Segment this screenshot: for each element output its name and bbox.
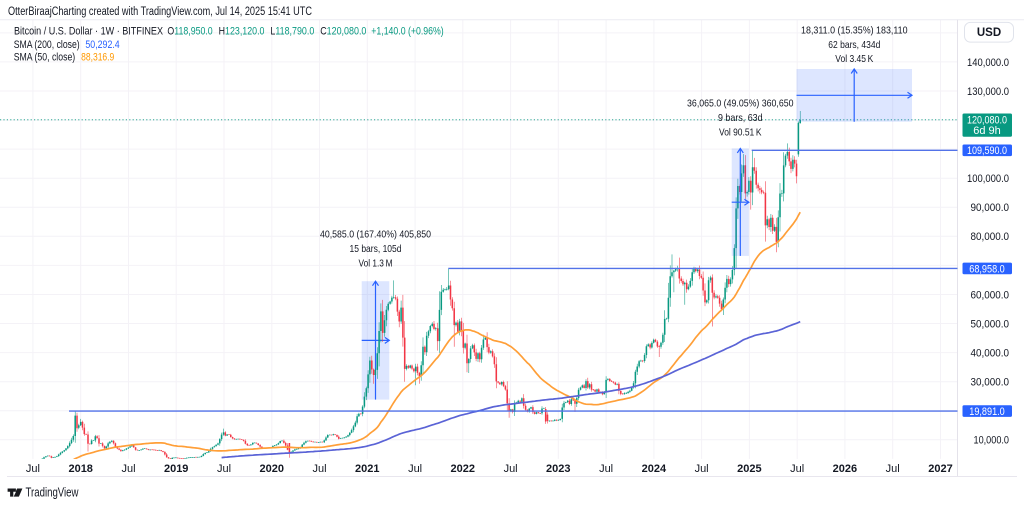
- svg-text:2025: 2025: [737, 463, 761, 475]
- svg-text:SMA (50, close): SMA (50, close): [14, 51, 75, 63]
- svg-text:50,292.4: 50,292.4: [85, 39, 119, 51]
- svg-text:2018: 2018: [68, 463, 92, 475]
- svg-text:10,000.0: 10,000.0: [974, 435, 1010, 447]
- svg-text:15 bars, 105d: 15 bars, 105d: [350, 243, 402, 255]
- svg-text:40,000.0: 40,000.0: [971, 348, 1010, 360]
- svg-text:140,000.0: 140,000.0: [967, 57, 1009, 69]
- svg-text:Jul: Jul: [790, 463, 804, 475]
- svg-text:30,000.0: 30,000.0: [971, 377, 1010, 389]
- svg-text:Vol 90.51 K: Vol 90.51 K: [719, 127, 762, 139]
- svg-text:SMA (200, close): SMA (200, close): [14, 39, 80, 51]
- svg-text:Vol 3.45 K: Vol 3.45 K: [835, 53, 873, 65]
- svg-text:100,000.0: 100,000.0: [967, 173, 1009, 185]
- svg-text:2026: 2026: [833, 463, 857, 475]
- svg-text:2021: 2021: [355, 463, 379, 475]
- svg-text:Jul: Jul: [26, 463, 40, 475]
- svg-text:2020: 2020: [260, 463, 284, 475]
- svg-text:Jul: Jul: [408, 463, 422, 475]
- svg-text:109,590.0: 109,590.0: [967, 145, 1007, 157]
- svg-text:90,000.0: 90,000.0: [971, 202, 1010, 214]
- svg-text:68,958.0: 68,958.0: [969, 263, 1005, 275]
- svg-text:USD: USD: [977, 27, 1001, 39]
- svg-text:62 bars, 434d: 62 bars, 434d: [828, 39, 880, 51]
- svg-text:+1,140.0 (+0.96%): +1,140.0 (+0.96%): [371, 26, 443, 38]
- svg-text:H123,120.0: H123,120.0: [219, 26, 265, 38]
- svg-text:Jul: Jul: [121, 463, 135, 475]
- svg-text:2023: 2023: [546, 463, 570, 475]
- svg-text:9 bars, 63d: 9 bars, 63d: [718, 112, 763, 124]
- svg-text:6d 9h: 6d 9h: [973, 125, 1001, 137]
- svg-text:2019: 2019: [164, 463, 188, 475]
- svg-text:OtterBiraajCharting created wi: OtterBiraajCharting created with Trading…: [8, 6, 312, 18]
- svg-text:Jul: Jul: [504, 463, 518, 475]
- svg-text:TradingView: TradingView: [26, 485, 79, 500]
- svg-text:Jul: Jul: [217, 463, 231, 475]
- svg-text:2022: 2022: [451, 463, 475, 475]
- svg-text:130,000.0: 130,000.0: [967, 86, 1009, 98]
- svg-text:2027: 2027: [928, 463, 952, 475]
- svg-text:Vol 1.3 M: Vol 1.3 M: [359, 258, 393, 270]
- svg-text:120,080.0: 120,080.0: [967, 115, 1007, 127]
- svg-text:36,065.0 (49.05%) 360,650: 36,065.0 (49.05%) 360,650: [687, 98, 794, 110]
- svg-text:Jul: Jul: [312, 463, 326, 475]
- svg-text:50,000.0: 50,000.0: [971, 318, 1010, 330]
- svg-text:19,891.0: 19,891.0: [969, 406, 1005, 418]
- svg-text:C120,080.0: C120,080.0: [320, 26, 366, 38]
- svg-text:88,316.9: 88,316.9: [81, 51, 114, 63]
- svg-text:O118,950.0: O118,950.0: [167, 26, 212, 38]
- svg-text:Jul: Jul: [886, 463, 900, 475]
- svg-text:80,000.0: 80,000.0: [971, 231, 1010, 243]
- svg-text:40,585.0 (167.40%) 405,850: 40,585.0 (167.40%) 405,850: [320, 228, 431, 240]
- svg-text:L118,790.0: L118,790.0: [270, 26, 314, 38]
- svg-text:Jul: Jul: [695, 463, 709, 475]
- svg-text:60,000.0: 60,000.0: [971, 289, 1010, 301]
- svg-text:18,311.0 (15.35%) 183,110: 18,311.0 (15.35%) 183,110: [801, 25, 908, 37]
- svg-text:2024: 2024: [642, 463, 667, 475]
- svg-text:Bitcoin / U.S. Dollar · 1W · B: Bitcoin / U.S. Dollar · 1W · BITFINEX: [14, 26, 164, 38]
- svg-text:Jul: Jul: [599, 463, 613, 475]
